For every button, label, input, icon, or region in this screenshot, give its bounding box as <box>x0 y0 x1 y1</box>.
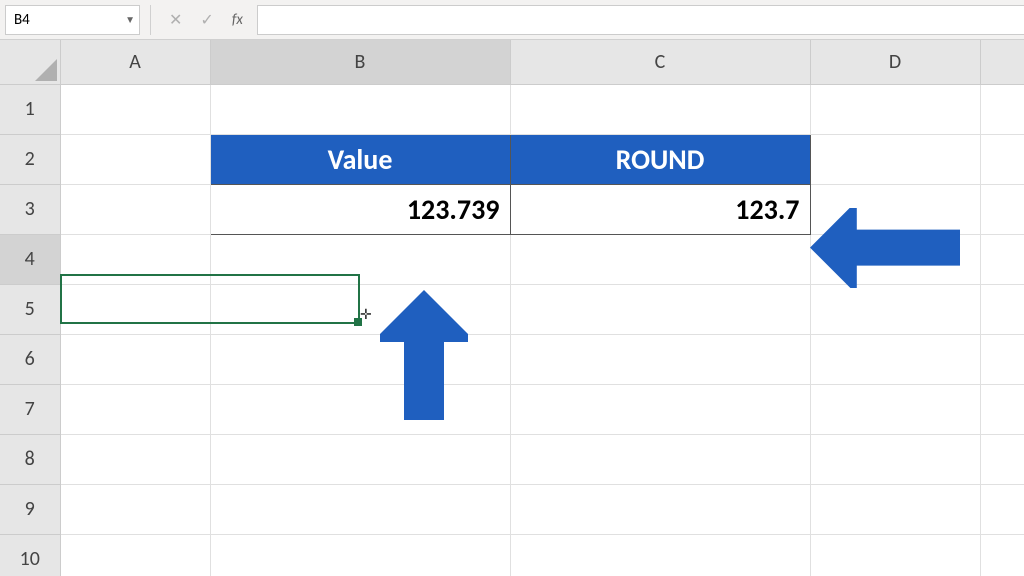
cell-1[interactable] <box>980 84 1024 134</box>
cell-B9[interactable] <box>210 484 510 534</box>
cell-D8[interactable] <box>810 434 980 484</box>
col-header-extra[interactable] <box>980 40 1024 84</box>
cell-B4[interactable] <box>210 234 510 284</box>
name-box[interactable]: B4 ▼ <box>5 5 140 35</box>
cell-A5[interactable] <box>60 284 210 334</box>
select-all-corner[interactable] <box>0 40 60 84</box>
formula-bar: B4 ▼ ✕ ✓ fx <box>0 0 1024 40</box>
name-box-value: B4 <box>14 11 30 29</box>
row-header-5[interactable]: 5 <box>0 284 60 334</box>
cell-B8[interactable] <box>210 434 510 484</box>
cell-A3[interactable] <box>60 184 210 234</box>
cell-A1[interactable] <box>60 84 210 134</box>
cell-7[interactable] <box>980 384 1024 434</box>
cell-C7[interactable] <box>510 384 810 434</box>
cell-3[interactable] <box>980 184 1024 234</box>
spreadsheet-grid: ABCD12ValueROUND3123.739123.745678910 ✛ <box>0 40 1024 576</box>
cell-4[interactable] <box>980 234 1024 284</box>
formula-bar-buttons: ✕ ✓ fx <box>161 10 257 30</box>
cell-C6[interactable] <box>510 334 810 384</box>
cell-C1[interactable] <box>510 84 810 134</box>
cell-D4[interactable] <box>810 234 980 284</box>
row-header-2[interactable]: 2 <box>0 134 60 184</box>
cell-C8[interactable] <box>510 434 810 484</box>
cell-8[interactable] <box>980 434 1024 484</box>
formula-input[interactable] <box>257 5 1024 35</box>
cell-A10[interactable] <box>60 534 210 576</box>
cell-C10[interactable] <box>510 534 810 576</box>
cell-5[interactable] <box>980 284 1024 334</box>
cell-A2[interactable] <box>60 134 210 184</box>
cell-C3[interactable]: 123.7 <box>510 184 810 234</box>
cell-A4[interactable] <box>60 234 210 284</box>
cell-2[interactable] <box>980 134 1024 184</box>
cell-6[interactable] <box>980 334 1024 384</box>
cell-9[interactable] <box>980 484 1024 534</box>
row-header-8[interactable]: 8 <box>0 434 60 484</box>
cell-D10[interactable] <box>810 534 980 576</box>
cell-B10[interactable] <box>210 534 510 576</box>
cell-D7[interactable] <box>810 384 980 434</box>
cell-B7[interactable] <box>210 384 510 434</box>
cell-B3[interactable]: 123.739 <box>210 184 510 234</box>
row-header-9[interactable]: 9 <box>0 484 60 534</box>
grid-table[interactable]: ABCD 12 ValueROUND 3 123.739123.7 45678910 <box>0 40 1024 576</box>
cell-D3[interactable] <box>810 184 980 234</box>
cell-B2[interactable]: Value <box>210 134 510 184</box>
row-header-4[interactable]: 4 <box>0 234 60 284</box>
row-header-1[interactable]: 1 <box>0 84 60 134</box>
cell-C5[interactable] <box>510 284 810 334</box>
cell-C4[interactable] <box>510 234 810 284</box>
cell-D5[interactable] <box>810 284 980 334</box>
cell-D9[interactable] <box>810 484 980 534</box>
cell-C9[interactable] <box>510 484 810 534</box>
cell-B1[interactable] <box>210 84 510 134</box>
col-header-A[interactable]: A <box>60 40 210 84</box>
enter-icon[interactable]: ✓ <box>200 10 213 30</box>
col-header-D[interactable]: D <box>810 40 980 84</box>
cell-D2[interactable] <box>810 134 980 184</box>
name-box-dropdown-icon[interactable]: ▼ <box>125 13 135 26</box>
fx-icon[interactable]: fx <box>232 11 243 29</box>
row-header-10[interactable]: 10 <box>0 534 60 576</box>
cell-B5[interactable] <box>210 284 510 334</box>
cell-B6[interactable] <box>210 334 510 384</box>
cell-A8[interactable] <box>60 434 210 484</box>
row-header-3[interactable]: 3 <box>0 184 60 234</box>
cell-C2[interactable]: ROUND <box>510 134 810 184</box>
col-header-C[interactable]: C <box>510 40 810 84</box>
cancel-icon[interactable]: ✕ <box>169 10 182 30</box>
cell-A7[interactable] <box>60 384 210 434</box>
row-header-7[interactable]: 7 <box>0 384 60 434</box>
row-header-6[interactable]: 6 <box>0 334 60 384</box>
cell-D1[interactable] <box>810 84 980 134</box>
col-header-B[interactable]: B <box>210 40 510 84</box>
cell-10[interactable] <box>980 534 1024 576</box>
divider <box>150 5 151 35</box>
cell-A9[interactable] <box>60 484 210 534</box>
cell-A6[interactable] <box>60 334 210 384</box>
cell-D6[interactable] <box>810 334 980 384</box>
